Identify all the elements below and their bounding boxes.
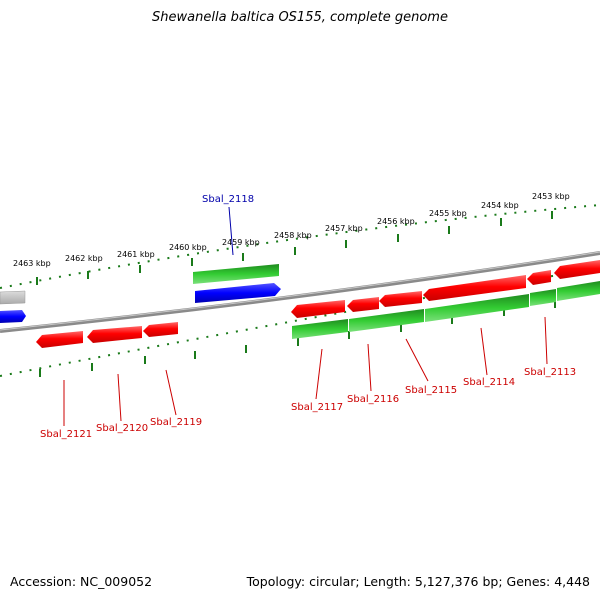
gene-label: Sbal_2121 xyxy=(40,429,92,440)
genome-stats-text: Topology: circular; Length: 5,127,376 bp… xyxy=(246,574,590,589)
gene-arrow-red-2113a xyxy=(527,270,551,285)
label-leader-lines xyxy=(63,206,548,426)
gene-label: Sbal_2114 xyxy=(463,377,515,388)
outer-major-ticks xyxy=(36,211,553,285)
gene-arrow-green-2118 xyxy=(193,264,279,284)
gene-arrow-green-2116 xyxy=(349,309,424,332)
gene-label: Sbal_2117 xyxy=(291,402,343,413)
reverse-strand-genes xyxy=(36,281,600,348)
kbp-label: 2463 kbp xyxy=(13,259,51,268)
gene-arrow-red-2117 xyxy=(291,300,345,318)
gene-label: Sbal_2113 xyxy=(524,367,576,378)
kbp-label: 2457 kbp xyxy=(325,224,363,233)
outer-tick-ring xyxy=(0,204,600,289)
kbp-label: 2455 kbp xyxy=(429,209,467,218)
kbp-label: 2461 kbp xyxy=(117,250,155,259)
accession-text: Accession: NC_009052 xyxy=(10,574,153,589)
genome-backbone xyxy=(0,251,600,333)
gene-arrow-red-2114 xyxy=(423,275,526,301)
gene-labels: Sbal_2118 Sbal_2121 Sbal_2120 Sbal_2119 … xyxy=(40,194,576,440)
kbp-labels: 2463 kbp 2462 kbp 2461 kbp 2460 kbp 2459… xyxy=(13,192,570,268)
kbp-label: 2459 kbp xyxy=(222,238,260,247)
gene-arrow-red-2115 xyxy=(379,291,422,307)
gene-arrow-red-2121 xyxy=(36,331,83,348)
gene-label: Sbal_2120 xyxy=(96,423,148,434)
gene-label: Sbal_2116 xyxy=(347,394,399,405)
kbp-label: 2458 kbp xyxy=(274,231,312,240)
gene-arrow-green-2114 xyxy=(530,289,556,306)
gene-arrow-red-2120 xyxy=(87,326,142,343)
kbp-label: 2462 kbp xyxy=(65,254,103,263)
kbp-label: 2454 kbp xyxy=(481,201,519,210)
gene-arrow-green-2117 xyxy=(292,319,348,339)
gene-arrow-red-2113b xyxy=(554,260,600,279)
gene-arrow-grey xyxy=(0,290,26,305)
kbp-label: 2453 kbp xyxy=(532,192,570,201)
forward-strand-genes xyxy=(0,260,600,323)
kbp-label: 2460 kbp xyxy=(169,243,207,252)
map-title: Shewanella baltica OS155, complete genom… xyxy=(152,10,448,25)
gene-label: Sbal_2119 xyxy=(150,417,202,428)
gene-arrow-blue xyxy=(0,310,26,323)
gene-arrow-red-2119 xyxy=(143,322,178,337)
gene-label: Sbal_2115 xyxy=(405,385,457,396)
gene-arrow-blue-2118 xyxy=(195,283,281,303)
gene-label: Sbal_2118 xyxy=(202,194,254,205)
gene-arrow-red-2116 xyxy=(347,297,379,312)
gene-arrow-green-2113 xyxy=(557,281,600,301)
kbp-label: 2456 kbp xyxy=(377,217,415,226)
gene-arrow-green-2115 xyxy=(425,294,529,322)
